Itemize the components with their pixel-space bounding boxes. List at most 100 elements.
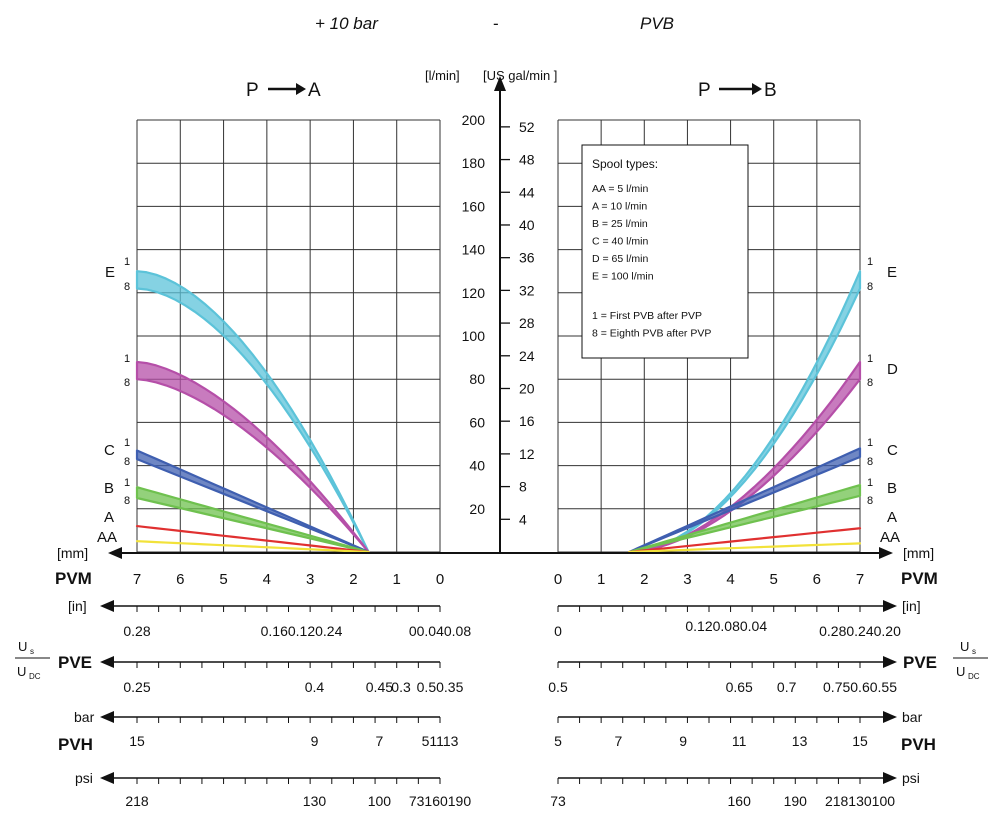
y-tick-lmin: 20 bbox=[469, 501, 485, 517]
range-label-first: 1 bbox=[867, 353, 873, 365]
x-tick-mm: 5 bbox=[770, 571, 778, 588]
scale-arrow-right bbox=[883, 600, 897, 612]
us-sub-left: s bbox=[30, 647, 34, 656]
series-band-d bbox=[135, 360, 370, 554]
y-tick-gal: 40 bbox=[519, 217, 535, 233]
psi-tick-left: 100 bbox=[368, 793, 392, 809]
pvm-label-left: PVM bbox=[55, 569, 92, 588]
psi-tick-left: 130 bbox=[303, 793, 327, 809]
y-tick-lmin: 160 bbox=[462, 198, 486, 214]
pve-tick-left: 0.45 bbox=[366, 679, 393, 695]
range-label-eighth: 8 bbox=[867, 281, 873, 293]
x-tick-mm: 0 bbox=[554, 571, 562, 588]
y-tick-lmin: 60 bbox=[469, 414, 485, 430]
right-title-arrow bbox=[752, 83, 762, 95]
pve-tick-left: 0.25 bbox=[123, 679, 150, 695]
x-tick-mm: 7 bbox=[856, 571, 864, 588]
y-tick-lmin: 140 bbox=[462, 242, 486, 258]
left-panel-title: P A bbox=[246, 80, 321, 101]
pvm-label-right: PVM bbox=[901, 569, 938, 588]
y-tick-gal: 12 bbox=[519, 446, 535, 462]
series-band-a bbox=[628, 527, 862, 554]
y-tick-lmin: 80 bbox=[469, 371, 485, 387]
x-tick-mm: 7 bbox=[133, 571, 141, 588]
us-label-right: U bbox=[960, 639, 969, 654]
bar-tick-right: 9 bbox=[679, 733, 687, 749]
x-axis-arrow-right bbox=[879, 547, 893, 559]
series-band-b bbox=[135, 486, 370, 554]
legend-note: 8 = Eighth PVB after PVP bbox=[592, 328, 711, 340]
y-tick-gal: 36 bbox=[519, 250, 535, 266]
scale-arrow-right bbox=[883, 656, 897, 668]
series-label-b: B bbox=[104, 480, 114, 497]
scale-arrow-left bbox=[100, 656, 114, 668]
legend-title: Spool types: bbox=[592, 157, 658, 171]
y-tick-lmin: 180 bbox=[462, 155, 486, 171]
actuator-scales: PVM PVM [in] [in] 0.28 0.160.120.24 00.040.08 0… bbox=[15, 569, 988, 809]
series-label-d: D bbox=[887, 361, 898, 378]
range-label-first: 1 bbox=[124, 353, 130, 365]
range-label-eighth: 8 bbox=[867, 377, 873, 389]
header-dash: - bbox=[493, 14, 499, 33]
in-tick-right: 0.120.080.04 bbox=[685, 618, 767, 634]
x-tick-mm: 6 bbox=[813, 571, 821, 588]
range-label-first: 1 bbox=[124, 477, 130, 489]
range-label-eighth: 8 bbox=[124, 281, 130, 293]
x-tick-mm: 1 bbox=[597, 571, 605, 588]
bar-tick-right: 5 bbox=[554, 733, 562, 749]
header-pressure: + 10 bar bbox=[315, 14, 379, 33]
us-label-left: U bbox=[18, 639, 27, 654]
psi-tick-right: 190 bbox=[784, 793, 808, 809]
in-tick-right: 0.280.240.20 bbox=[819, 623, 901, 639]
pvh-label-right: PVH bbox=[901, 735, 936, 754]
series-label-aa: AA bbox=[97, 529, 117, 546]
range-label-eighth: 8 bbox=[124, 377, 130, 389]
x-unit-mm-left: [mm] bbox=[57, 545, 88, 561]
pve-label-right: PVE bbox=[903, 653, 937, 672]
y-tick-lmin: 120 bbox=[462, 285, 486, 301]
bar-tick-left: 9 bbox=[311, 733, 319, 749]
series-label-a: A bbox=[887, 509, 897, 526]
range-label-first: 1 bbox=[124, 256, 130, 268]
x-tick-mm: 4 bbox=[263, 571, 271, 588]
y-tick-gal: 28 bbox=[519, 315, 535, 331]
psi-unit-left: psi bbox=[75, 770, 93, 786]
series-label-e: E bbox=[887, 264, 897, 281]
psi-tick-right: 218130100 bbox=[825, 793, 895, 809]
in-unit-left: [in] bbox=[68, 598, 87, 614]
y-tick-gal: 8 bbox=[519, 479, 527, 495]
right-panel-title: P B bbox=[698, 80, 777, 101]
x-tick-mm: 3 bbox=[683, 571, 691, 588]
right-title-to: B bbox=[764, 80, 777, 101]
bar-tick-left: 15 bbox=[129, 733, 145, 749]
legend-item: D = 65 l/min bbox=[592, 253, 648, 265]
y-tick-gal: 52 bbox=[519, 119, 535, 135]
range-label-eighth: 8 bbox=[124, 495, 130, 507]
in-tick-right: 0 bbox=[554, 623, 562, 639]
y-tick-gal: 32 bbox=[519, 282, 535, 298]
series-label-c: C bbox=[887, 442, 898, 459]
center-y-axis: [l/min] [US gal/min ] bbox=[425, 68, 557, 552]
pvh-label-left: PVH bbox=[58, 735, 93, 754]
y-tick-gal: 20 bbox=[519, 380, 535, 396]
range-label-first: 1 bbox=[124, 437, 130, 449]
y-tick-gal: 16 bbox=[519, 413, 535, 429]
left-title-to: A bbox=[308, 80, 321, 101]
bar-unit-right: bar bbox=[902, 709, 923, 725]
pve-tick-right: 0.750.60.55 bbox=[823, 679, 897, 695]
right-title-from: P bbox=[698, 80, 711, 101]
bar-tick-right: 7 bbox=[615, 733, 623, 749]
series-band-c bbox=[628, 447, 862, 554]
series-label-b: B bbox=[887, 480, 897, 497]
range-label-first: 1 bbox=[867, 437, 873, 449]
pve-label-left: PVE bbox=[58, 653, 92, 672]
in-unit-right: [in] bbox=[902, 598, 921, 614]
left-title-from: P bbox=[246, 80, 259, 101]
pve-tick-right: 0.65 bbox=[726, 679, 753, 695]
legend-item: C = 40 l/min bbox=[592, 236, 648, 248]
legend-box: Spool types: AA = 5 l/min A = 10 l/min B =… bbox=[581, 144, 749, 359]
series-band-b bbox=[628, 483, 862, 554]
series-band-a bbox=[135, 524, 370, 554]
series-label-c: C bbox=[104, 442, 115, 459]
